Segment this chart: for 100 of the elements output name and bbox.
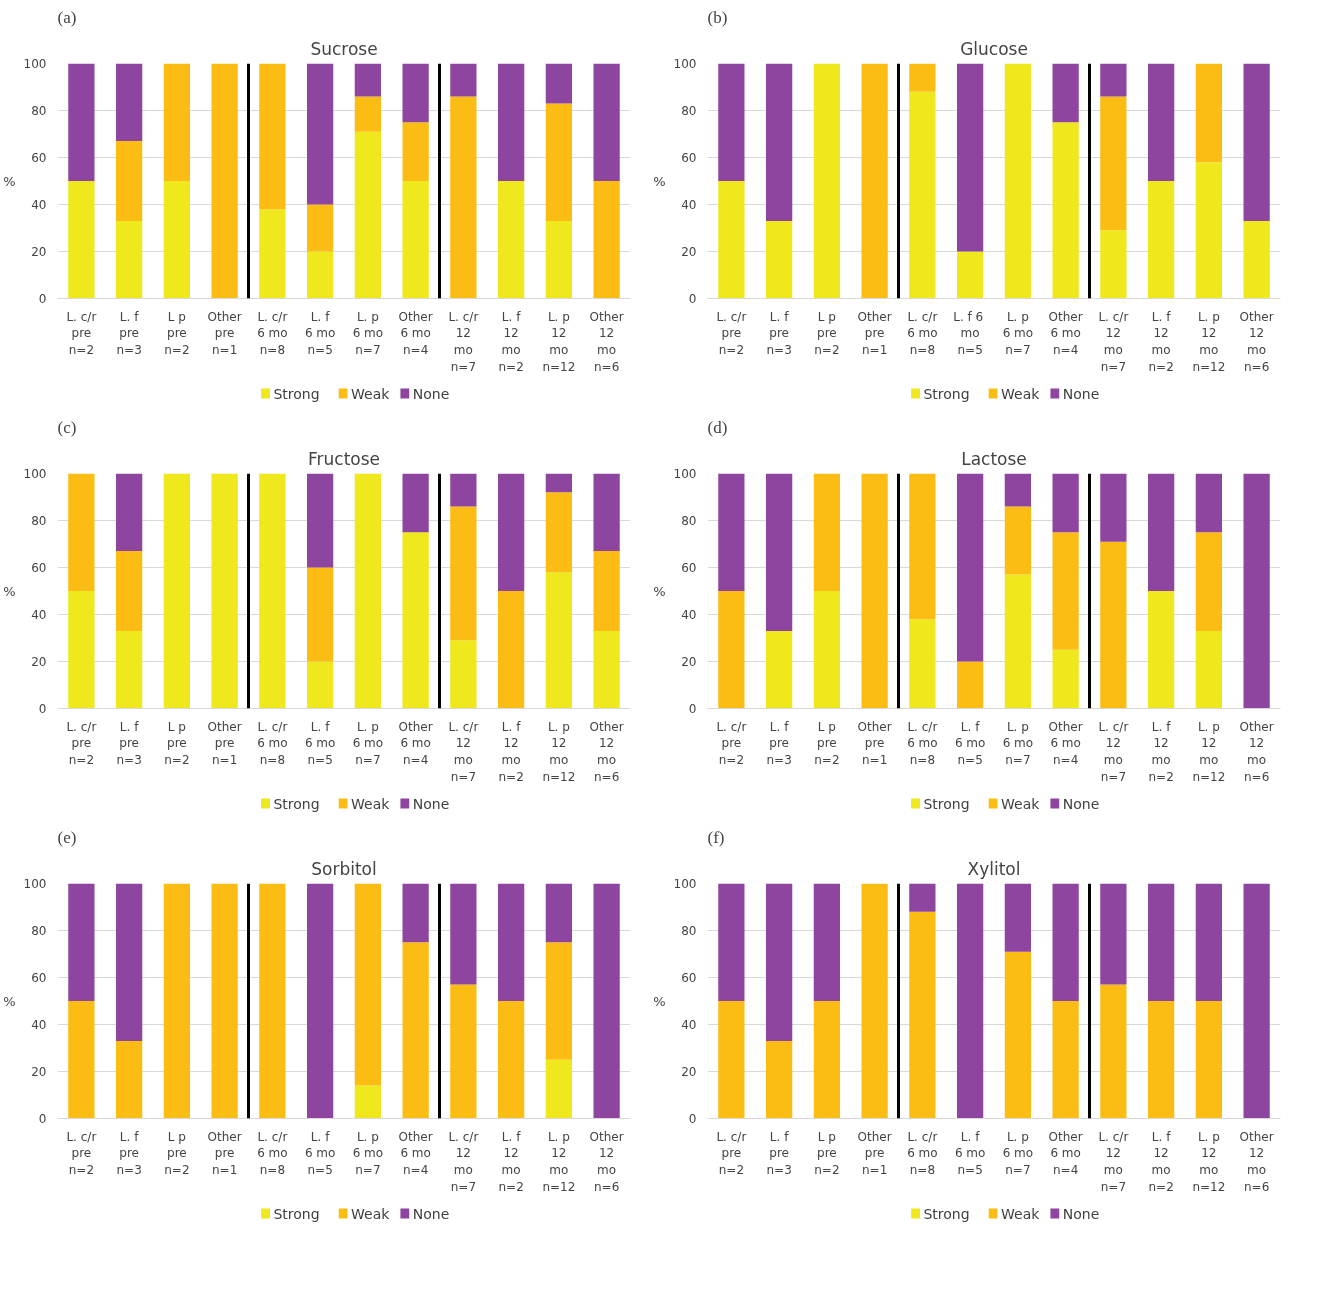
bar	[211, 63, 238, 299]
y-tick-label: 20	[31, 1065, 47, 1079]
x-tick-label: L. c/r 12 mo n=7	[448, 719, 479, 784]
bar	[450, 883, 477, 985]
y-tick-label: 0	[38, 702, 47, 716]
bar	[765, 883, 793, 1041]
bar	[115, 1040, 143, 1119]
bar	[1052, 1001, 1079, 1119]
legend-label: Strong	[923, 385, 970, 402]
bar	[1147, 591, 1175, 709]
x-tick-label: L. p 6 mo n=7	[352, 309, 384, 358]
x-tick-label: L. c/r 12 mo n=7	[1098, 309, 1129, 374]
bar	[402, 63, 429, 123]
bar	[813, 591, 841, 709]
bar	[402, 181, 429, 299]
bar	[1100, 96, 1127, 231]
x-tick-label: L. p 12 mo n=12	[542, 309, 576, 374]
x-tick-label: L. f 12 mo n=2	[498, 309, 524, 374]
x-tick-label: Other 6 mo n=4	[1048, 309, 1083, 358]
text: (a)	[57, 7, 77, 27]
y-tick-label: 80	[681, 924, 697, 938]
bar	[545, 883, 573, 943]
bar	[1147, 473, 1175, 591]
x-tick-label: L. f 12 mo n=2	[1148, 1129, 1174, 1194]
bar	[402, 122, 429, 181]
bar	[1100, 883, 1127, 985]
legend-label: Weak	[1001, 385, 1041, 402]
chart-title: Sorbitol	[311, 858, 377, 879]
y-tick-label: 0	[688, 1112, 697, 1126]
chart-title: Lactose	[961, 448, 1027, 469]
x-tick-label: L. f 6 mo n=5	[304, 1129, 336, 1178]
x-tick-label: L. p 12 mo n=12	[542, 719, 576, 784]
bar	[718, 591, 745, 709]
x-tick-label: L. f 6 mo n=5	[954, 1129, 986, 1178]
bar	[1052, 122, 1079, 299]
y-tick-label: 20	[681, 655, 697, 669]
bar	[1147, 181, 1175, 299]
legend-label: None	[412, 795, 450, 812]
bar	[765, 473, 793, 631]
bar	[1147, 883, 1175, 1001]
y-axis-title: %	[3, 173, 16, 189]
bar	[450, 640, 477, 709]
y-tick-label: 20	[681, 1065, 697, 1079]
y-axis-title: %	[3, 583, 16, 599]
legend-label: Weak	[351, 385, 391, 402]
bar	[545, 63, 573, 104]
bar	[718, 883, 745, 1001]
bar	[593, 551, 620, 631]
legend-label: None	[1062, 385, 1100, 402]
bar	[1243, 883, 1270, 1119]
bar	[211, 473, 238, 709]
x-tick-label: L. f 6 mo n=5	[304, 309, 336, 358]
y-tick-label: 80	[681, 104, 697, 118]
bar	[354, 883, 382, 1086]
bar	[909, 619, 936, 709]
bar	[765, 220, 793, 299]
bar	[354, 473, 382, 709]
x-tick-label: L p pre n=2	[814, 719, 840, 768]
x-tick-label: Other 12 mo n=6	[1239, 719, 1274, 784]
text: (f)	[707, 827, 725, 847]
y-tick-label: 80	[31, 104, 47, 118]
bar	[1004, 506, 1032, 575]
bar	[861, 63, 888, 299]
bar	[450, 473, 477, 507]
bar	[68, 591, 95, 709]
bar	[115, 473, 143, 552]
x-tick-label: L. f 12 mo n=2	[1148, 719, 1174, 784]
legend-label: None	[1062, 1205, 1100, 1222]
bar	[68, 473, 95, 591]
x-tick-label: L. p 12 mo n=12	[542, 1129, 576, 1194]
y-tick-label: 40	[681, 198, 697, 212]
bar	[718, 473, 745, 591]
bar	[909, 473, 936, 620]
bar	[450, 984, 477, 1119]
legend-label: Strong	[273, 385, 320, 402]
bar	[1100, 541, 1127, 709]
bar	[1195, 473, 1223, 533]
x-tick-label: Other pre n=1	[207, 1129, 242, 1178]
y-tick-label: 40	[681, 608, 697, 622]
x-tick-label: L. p 6 mo n=7	[352, 1129, 384, 1178]
y-tick-label: 40	[31, 1018, 47, 1032]
legend-label: Strong	[923, 795, 970, 812]
bar	[115, 551, 143, 631]
bar	[259, 473, 286, 709]
legend-label: Weak	[1001, 1205, 1041, 1222]
bar	[115, 883, 143, 1041]
bar	[861, 883, 888, 1119]
bar	[545, 942, 573, 1060]
bar	[593, 181, 620, 299]
bar	[593, 473, 620, 552]
bar	[545, 103, 573, 221]
bar	[718, 63, 745, 181]
y-tick-label: 40	[681, 1018, 697, 1032]
bar	[956, 661, 984, 709]
x-tick-label: L. p 6 mo n=7	[352, 719, 384, 768]
bar	[813, 473, 841, 591]
x-tick-label: Other pre n=1	[857, 309, 892, 358]
bar	[813, 883, 841, 1001]
y-axis-title: %	[3, 993, 16, 1009]
y-tick-label: 100	[673, 467, 697, 481]
